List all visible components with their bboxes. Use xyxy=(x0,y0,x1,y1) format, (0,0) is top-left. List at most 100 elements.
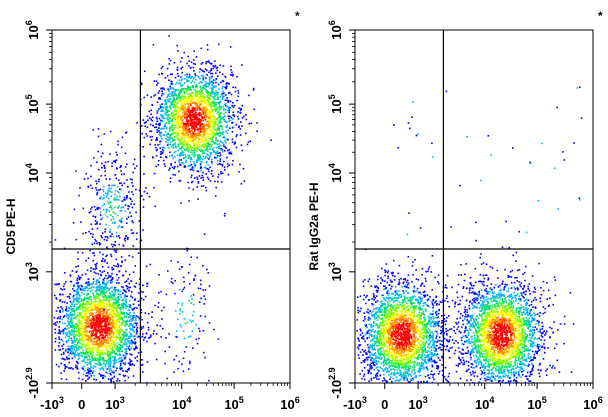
event-dot xyxy=(72,305,75,307)
event-dot xyxy=(202,136,205,139)
event-dot xyxy=(211,135,213,138)
event-dot xyxy=(187,134,189,136)
event-dot xyxy=(62,333,65,335)
event-dot xyxy=(98,318,100,321)
event-dot xyxy=(109,295,112,297)
event-dot xyxy=(166,135,169,138)
event-dot xyxy=(91,357,93,359)
event-dot xyxy=(168,155,171,157)
event-dot xyxy=(204,166,206,169)
event-dot xyxy=(201,128,203,130)
event-dot xyxy=(182,154,185,156)
event-dot xyxy=(155,333,158,335)
event-dot xyxy=(77,251,79,254)
event-dot xyxy=(163,93,165,95)
event-dot xyxy=(213,122,216,125)
event-dot xyxy=(188,200,190,202)
event-dot xyxy=(173,151,175,154)
event-dot xyxy=(84,273,87,275)
event-dot xyxy=(155,155,158,157)
event-dot xyxy=(89,349,92,351)
event-dot xyxy=(72,308,74,310)
event-dot xyxy=(109,298,111,300)
event-dot xyxy=(84,319,86,321)
event-dot xyxy=(212,136,214,139)
event-dot xyxy=(84,327,86,329)
event-dot xyxy=(173,136,175,139)
event-dot xyxy=(149,130,151,133)
event-dot xyxy=(116,301,119,304)
event-dot xyxy=(217,146,220,148)
event-dot xyxy=(104,299,107,302)
event-dot xyxy=(202,92,204,94)
event-dot xyxy=(179,154,182,157)
event-dot xyxy=(211,83,214,85)
event-dot xyxy=(84,305,87,307)
event-dot xyxy=(180,133,182,135)
event-dot xyxy=(110,299,112,301)
event-dot xyxy=(172,99,175,101)
event-dot xyxy=(240,183,243,185)
event-dot xyxy=(195,133,198,135)
event-dot xyxy=(118,270,121,273)
event-dot xyxy=(119,307,121,309)
event-dot xyxy=(95,308,97,310)
event-dot xyxy=(107,336,109,338)
event-dot xyxy=(138,317,141,320)
event-dot xyxy=(223,166,226,168)
event-dot xyxy=(147,326,150,329)
event-dot xyxy=(164,131,167,133)
event-dot xyxy=(210,87,212,89)
event-dot xyxy=(201,87,203,89)
event-dot xyxy=(228,164,230,167)
event-dot xyxy=(163,147,166,149)
event-dot xyxy=(101,366,103,369)
event-dot xyxy=(181,141,183,144)
event-dot xyxy=(90,287,92,289)
event-dot xyxy=(181,71,183,74)
event-dot xyxy=(196,156,199,159)
event-dot xyxy=(116,345,119,347)
event-dot xyxy=(168,63,171,65)
event-dot xyxy=(185,127,187,129)
event-dot xyxy=(110,191,113,193)
event-dot xyxy=(100,155,103,158)
event-dot xyxy=(224,115,226,117)
event-dot xyxy=(58,283,60,285)
event-dot xyxy=(193,81,196,84)
event-dot xyxy=(77,306,80,308)
event-dot xyxy=(202,179,205,181)
event-dot xyxy=(106,347,108,349)
event-dot xyxy=(101,339,104,342)
event-dot xyxy=(128,325,130,327)
event-dot xyxy=(169,141,172,144)
event-dot xyxy=(213,120,215,123)
event-dot xyxy=(96,282,98,285)
event-dot xyxy=(191,109,193,111)
event-dot xyxy=(99,309,102,312)
event-dot xyxy=(104,307,107,309)
event-dot xyxy=(86,283,89,285)
event-dot xyxy=(189,88,191,90)
event-dot xyxy=(106,262,108,264)
event-dot xyxy=(220,170,222,173)
event-dot xyxy=(212,91,215,94)
event-dot xyxy=(95,323,98,326)
event-dot xyxy=(97,310,99,312)
event-dot xyxy=(154,304,156,307)
event-dot xyxy=(72,329,74,332)
event-dot xyxy=(207,104,209,107)
event-dot xyxy=(105,342,108,344)
event-dot xyxy=(160,151,162,153)
event-dot xyxy=(180,106,183,109)
event-dot xyxy=(118,235,120,237)
event-dot xyxy=(129,315,132,317)
event-dot xyxy=(96,316,99,319)
event-dot xyxy=(79,323,82,325)
event-dot xyxy=(101,289,103,291)
event-dot xyxy=(94,301,96,303)
event-dot xyxy=(86,336,88,339)
event-dot xyxy=(117,293,120,295)
event-dot xyxy=(86,330,88,332)
event-dot xyxy=(201,101,204,103)
